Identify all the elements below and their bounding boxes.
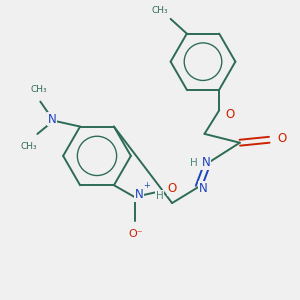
Text: O⁻: O⁻: [129, 229, 143, 239]
Text: H: H: [190, 158, 198, 168]
Text: O: O: [168, 182, 177, 195]
Text: O: O: [278, 132, 287, 145]
Text: CH₃: CH₃: [20, 142, 37, 151]
Text: N: N: [48, 113, 56, 126]
Text: O: O: [225, 108, 234, 121]
Text: CH₃: CH₃: [152, 6, 169, 15]
Text: N: N: [199, 182, 207, 195]
Text: +: +: [143, 181, 150, 190]
Text: N: N: [202, 156, 210, 169]
Text: N: N: [135, 188, 143, 201]
Text: CH₃: CH₃: [31, 85, 47, 94]
Text: H: H: [156, 191, 164, 201]
